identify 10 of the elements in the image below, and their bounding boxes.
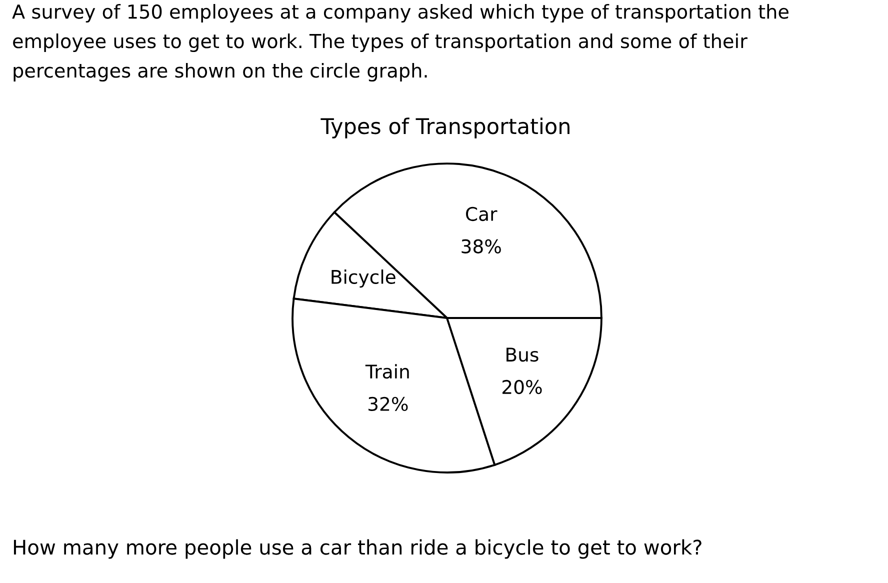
slice-label: Car bbox=[466, 206, 498, 222]
data-label: 38% bbox=[462, 239, 501, 254]
slice-label: Bus bbox=[506, 348, 538, 362]
text: A survey of 150 employees at a company asked which type of transportation the employee uses to get to work. The types of transportation and some of their percentages are shown on the circle graph. bbox=[12, 4, 788, 82]
chart-title: Types of Transportation bbox=[320, 118, 570, 138]
slice-label: Bicycle bbox=[332, 269, 396, 288]
data-label: 32% bbox=[368, 396, 408, 412]
slice-label: Train bbox=[365, 364, 409, 379]
text: How many more people use a car than ride a bicycle to get to work? bbox=[14, 539, 702, 559]
data-label: 20% bbox=[502, 380, 542, 394]
